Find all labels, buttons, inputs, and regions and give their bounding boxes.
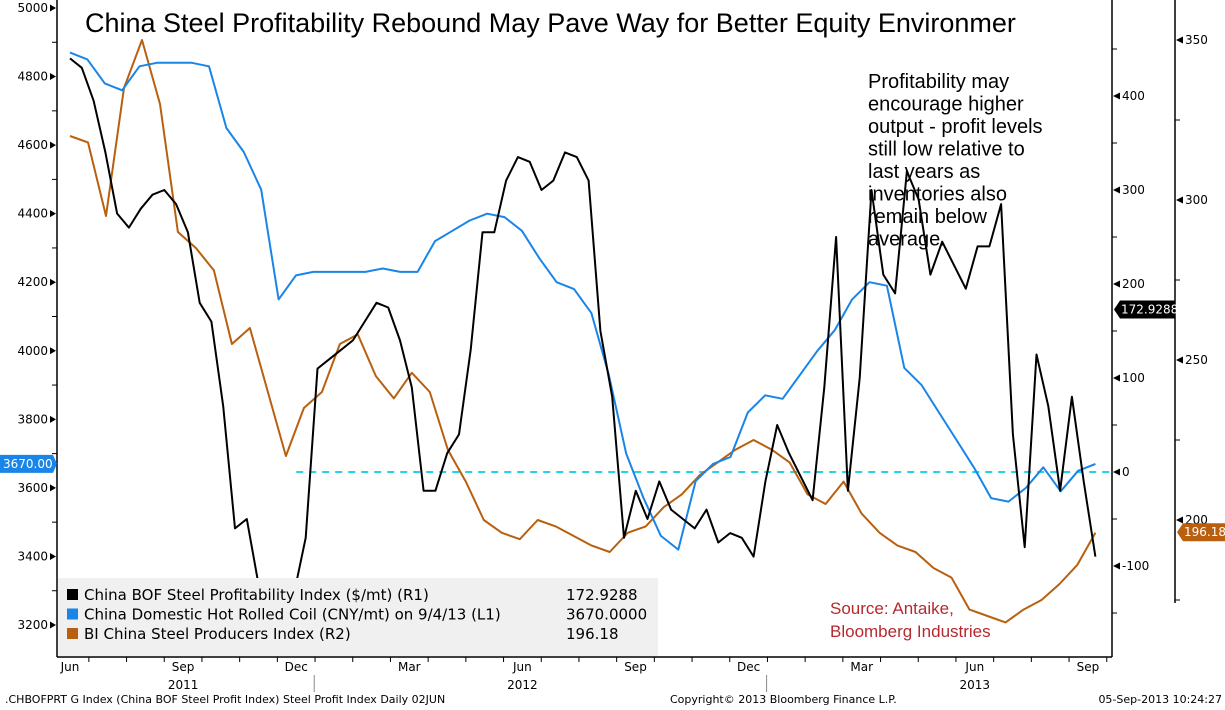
right2-tick-label: 250 bbox=[1185, 353, 1208, 367]
left-tick-marker bbox=[50, 4, 56, 12]
series-line-2 bbox=[69, 39, 1097, 624]
left-tick-marker bbox=[50, 278, 56, 286]
chart-title: China Steel Profitability Rebound May Pa… bbox=[85, 8, 1016, 38]
left-tick-marker bbox=[50, 210, 56, 218]
legend-label: China Domestic Hot Rolled Coil (CNY/mt) … bbox=[84, 606, 501, 624]
annotation-line: remain below bbox=[868, 206, 988, 228]
right1-tick-label: 200 bbox=[1122, 277, 1145, 291]
left-tick-label: 3600 bbox=[17, 481, 48, 495]
right1-tick-label: 400 bbox=[1122, 89, 1145, 103]
right1-tick-label: 100 bbox=[1122, 371, 1145, 385]
x-tick-label: Sep bbox=[1077, 660, 1100, 674]
right1-value-badge-text: 172.9288 bbox=[1121, 302, 1178, 316]
right1-tick-marker bbox=[1113, 374, 1120, 382]
source-line: Source: Antaike, bbox=[830, 599, 954, 618]
legend-swatch bbox=[67, 608, 78, 620]
x-tick-label: Jun bbox=[964, 660, 984, 674]
source-text: Source: Antaike, Bloomberg Industries bbox=[830, 599, 991, 641]
x-year-label: 2011 bbox=[168, 678, 199, 692]
annotation-line: inventories also bbox=[868, 184, 1007, 206]
annotation-line: still low relative to bbox=[868, 139, 1025, 161]
annotation-line: average. bbox=[868, 229, 946, 251]
right1-tick-label: 300 bbox=[1122, 183, 1145, 197]
legend-label: BI China Steel Producers Index (R2) bbox=[84, 625, 351, 643]
legend: China BOF Steel Profitability Index ($/m… bbox=[58, 578, 658, 656]
x-tick-label: Sep bbox=[624, 660, 647, 674]
right2-value-badge-text: 196.18 bbox=[1184, 525, 1225, 539]
right2-tick-marker bbox=[1176, 196, 1183, 204]
left-tick-label: 3400 bbox=[17, 549, 48, 563]
x-tick-label: Dec bbox=[285, 660, 308, 674]
left-tick-marker bbox=[50, 552, 56, 560]
x-year-label: 2012 bbox=[507, 678, 538, 692]
x-tick-label: Jun bbox=[60, 660, 80, 674]
value-badges: 3670.00 172.9288 196.18 bbox=[0, 300, 1225, 542]
series-line-0 bbox=[69, 57, 1097, 629]
x-tick-label: Jun bbox=[512, 660, 532, 674]
series-layer bbox=[69, 39, 1112, 629]
right2-tick-marker bbox=[1176, 516, 1183, 524]
left-tick-label: 3800 bbox=[17, 412, 48, 426]
right2-tick-marker bbox=[1176, 36, 1183, 44]
right1-tick-marker bbox=[1113, 92, 1120, 100]
left-tick-label: 4400 bbox=[17, 207, 48, 221]
left-value-badge-text: 3670.00 bbox=[3, 457, 53, 471]
right1-value-badge bbox=[1114, 300, 1175, 319]
right1-tick-marker bbox=[1113, 468, 1120, 476]
left-tick-marker bbox=[50, 484, 56, 492]
source-line: Bloomberg Industries bbox=[830, 622, 991, 641]
right2-value-badge bbox=[1177, 523, 1225, 542]
legend-swatch bbox=[67, 628, 78, 639]
x-tick-label: Sep bbox=[172, 660, 195, 674]
annotation-line: output - profit levels bbox=[868, 116, 1043, 138]
legend-swatch bbox=[67, 589, 78, 600]
legend-box bbox=[58, 578, 658, 656]
legend-value: 3670.0000 bbox=[566, 606, 647, 624]
legend-value: 196.18 bbox=[566, 625, 619, 643]
right1-tick-label: -100 bbox=[1122, 559, 1149, 573]
footer-copyright: Copyright© 2013 Bloomberg Finance L.P. bbox=[670, 693, 897, 706]
left-tick-marker bbox=[50, 141, 56, 149]
x-tick-label: Dec bbox=[737, 660, 760, 674]
x-year-label: 2013 bbox=[960, 678, 991, 692]
left-tick-label: 4800 bbox=[17, 70, 48, 84]
footer-ticker: .CHBOFPRT G Index (China BOF Steel Profi… bbox=[5, 693, 445, 706]
left-tick-marker bbox=[50, 347, 56, 355]
legend-label: China BOF Steel Profitability Index ($/m… bbox=[84, 586, 429, 604]
right1-tick-label: 0 bbox=[1122, 465, 1130, 479]
x-tick-label: Mar bbox=[398, 660, 421, 674]
x-tick-label: Mar bbox=[850, 660, 873, 674]
footer-timestamp: 05-Sep-2013 10:24:27 bbox=[1098, 693, 1222, 706]
left-tick-marker bbox=[50, 621, 56, 629]
right1-tick-marker bbox=[1113, 186, 1120, 194]
annotation-line: encourage higher bbox=[868, 94, 1024, 116]
right2-tick-label: 350 bbox=[1185, 33, 1208, 47]
right1-tick-marker bbox=[1113, 280, 1120, 288]
annotation-line: last years as bbox=[868, 161, 980, 183]
left-tick-marker bbox=[50, 415, 56, 423]
left-tick-label: 4200 bbox=[17, 275, 48, 289]
legend-value: 172.9288 bbox=[566, 586, 638, 604]
series-line-1 bbox=[69, 51, 1096, 551]
left-tick-label: 5000 bbox=[17, 1, 48, 15]
left-value-badge bbox=[0, 454, 57, 473]
left-tick-label: 4600 bbox=[17, 138, 48, 152]
right1-tick-marker bbox=[1113, 562, 1120, 570]
annotation-line: Profitability may bbox=[868, 71, 1009, 93]
left-tick-label: 3200 bbox=[17, 618, 48, 632]
left-tick-label: 4000 bbox=[17, 344, 48, 358]
right2-tick-marker bbox=[1176, 356, 1183, 364]
right2-tick-label: 300 bbox=[1185, 193, 1208, 207]
left-tick-marker bbox=[50, 73, 56, 81]
